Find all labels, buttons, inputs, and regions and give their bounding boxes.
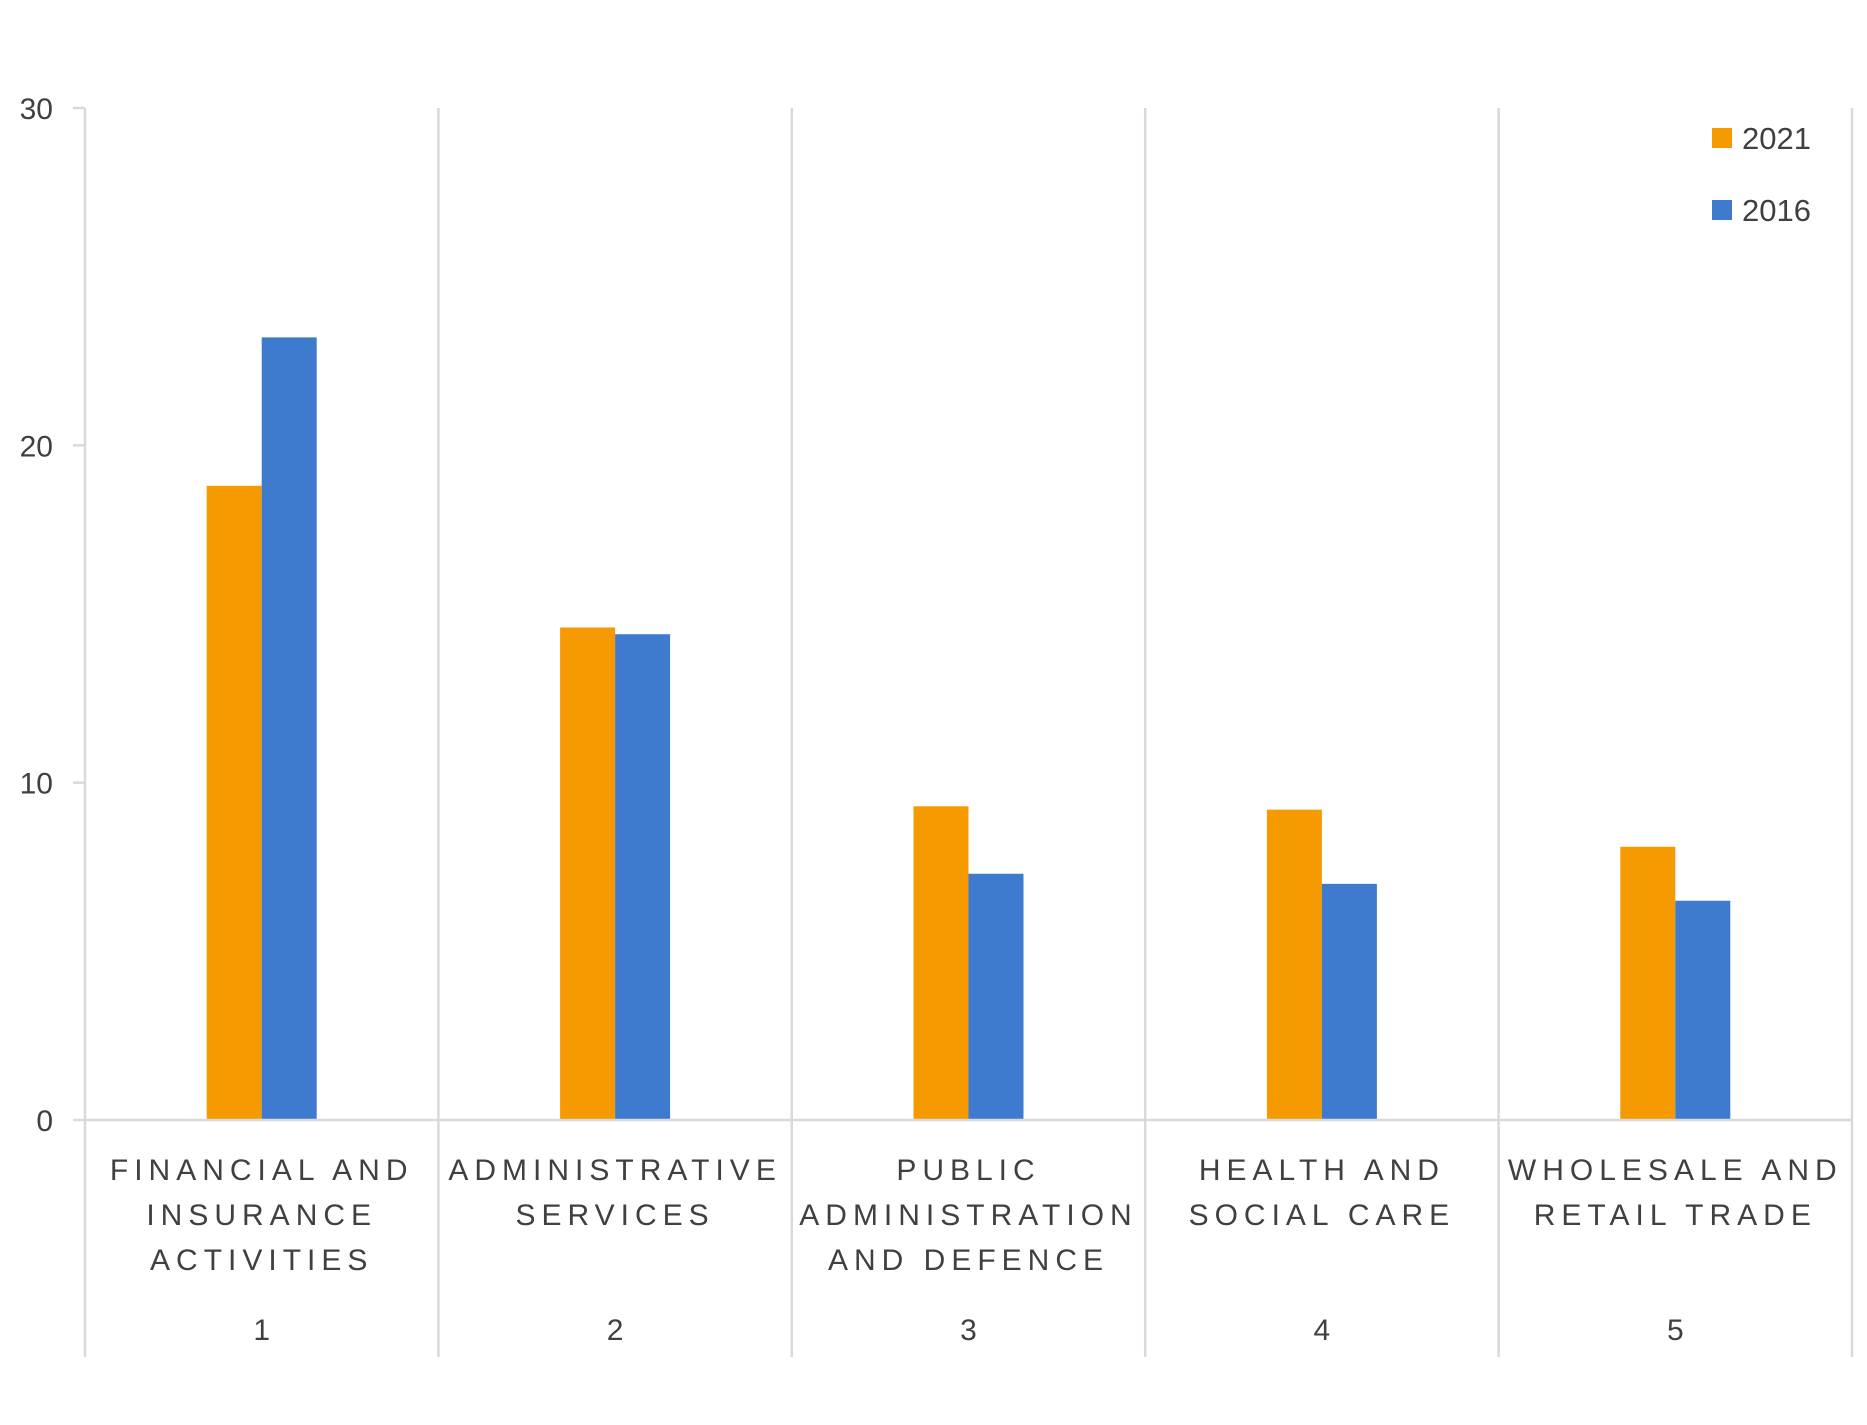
bar-2021 (913, 806, 969, 1120)
y-tick-label: 20 (20, 430, 53, 463)
bar-2016 (261, 337, 317, 1120)
x-category-label: AND DEFENCE (828, 1244, 1109, 1277)
x-rank-label: 1 (253, 1314, 270, 1347)
labels: FINANCIAL AND INSURANCE ACTIVITIES 1 ADMINIS… (110, 1154, 1843, 1347)
x-rank-label: 5 (1667, 1314, 1684, 1347)
x-category-label: ADMINISTRATIVE (448, 1154, 781, 1187)
legend-swatch-2016 (1712, 200, 1732, 220)
axes: 0 10 20 30 (20, 93, 1852, 1138)
x-rank-label: 2 (607, 1314, 624, 1347)
bar-2021 (206, 485, 262, 1120)
y-tick-label: 10 (20, 768, 53, 801)
bar-2021 (1620, 846, 1676, 1120)
bar-2016 (1321, 883, 1377, 1120)
x-rank-label: 4 (1314, 1314, 1331, 1347)
bar-2021 (1266, 809, 1322, 1120)
legend-label-2021: 2021 (1742, 121, 1811, 156)
x-rank-label: 3 (960, 1314, 977, 1347)
x-category-label: HEALTH AND (1199, 1154, 1445, 1187)
x-category-label: SOCIAL CARE (1189, 1199, 1456, 1232)
legend: 2021 2016 (1712, 121, 1811, 228)
bar-2016 (1675, 900, 1731, 1120)
y-tick-label: 30 (20, 93, 53, 126)
x-category-label: ADMINISTRATION (799, 1199, 1137, 1232)
y-tick-label: 0 (36, 1105, 53, 1138)
x-category-label: WHOLESALE AND (1508, 1154, 1843, 1187)
bar-2021 (560, 627, 616, 1120)
bar-2016 (615, 634, 671, 1120)
x-category-label: ACTIVITIES (150, 1244, 373, 1277)
x-category-label: PUBLIC (896, 1154, 1040, 1187)
legend-swatch-2021 (1712, 128, 1732, 148)
bar-2016 (968, 873, 1024, 1120)
x-category-label: SERVICES (516, 1199, 715, 1232)
x-category-label: INSURANCE (146, 1199, 377, 1232)
legend-label-2016: 2016 (1742, 193, 1811, 228)
bars (206, 337, 1731, 1120)
x-category-label: RETAIL TRADE (1534, 1199, 1817, 1232)
x-category-label: FINANCIAL AND (110, 1154, 414, 1187)
grid-lines (83, 108, 1854, 1357)
